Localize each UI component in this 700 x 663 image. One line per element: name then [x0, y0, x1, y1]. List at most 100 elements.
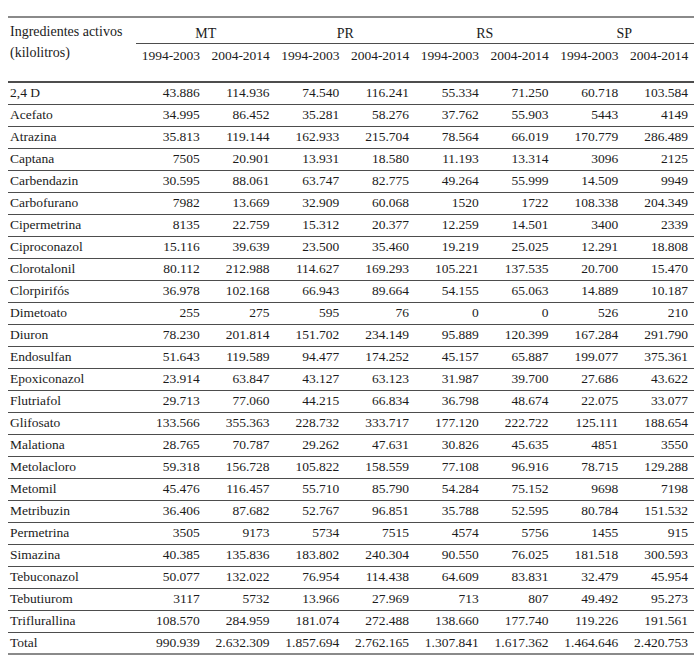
value-cell: 36.978 — [136, 280, 206, 302]
value-cell: 3400 — [555, 214, 625, 236]
value-cell: 37.762 — [415, 104, 485, 126]
value-cell: 14.889 — [555, 280, 625, 302]
value-cell: 215.704 — [345, 126, 415, 148]
value-cell: 13.669 — [206, 192, 276, 214]
value-cell: 63.747 — [276, 170, 346, 192]
ingredient-label: Ciproconazol — [8, 236, 136, 258]
value-cell: 49.264 — [415, 170, 485, 192]
value-cell: 120.399 — [485, 324, 555, 346]
value-cell: 35.788 — [415, 500, 485, 522]
value-cell: 291.790 — [624, 324, 694, 346]
value-cell: 80.784 — [555, 500, 625, 522]
value-cell: 49.492 — [555, 588, 625, 610]
column-period-rs-1994-2003: 1994-2003 — [415, 44, 485, 83]
value-cell: 284.959 — [206, 610, 276, 632]
table-row: Metribuzin36.40687.68252.76796.85135.788… — [8, 500, 694, 522]
value-cell: 5756 — [485, 522, 555, 544]
value-cell: 2125 — [624, 148, 694, 170]
value-cell: 0 — [415, 302, 485, 324]
value-cell: 119.226 — [555, 610, 625, 632]
value-cell: 96.916 — [485, 456, 555, 478]
value-cell: 234.149 — [345, 324, 415, 346]
value-cell: 14.509 — [555, 170, 625, 192]
value-cell: 85.790 — [345, 478, 415, 500]
ingredient-label: Carbofurano — [8, 192, 136, 214]
value-cell: 76.025 — [485, 544, 555, 566]
value-cell: 35.281 — [276, 104, 346, 126]
table-row: Carbendazin30.59588.06163.74782.77549.26… — [8, 170, 694, 192]
table-row: Diuron78.230201.814151.702234.14995.8891… — [8, 324, 694, 346]
value-cell: 201.814 — [206, 324, 276, 346]
value-cell: 204.349 — [624, 192, 694, 214]
value-cell: 228.732 — [276, 412, 346, 434]
value-cell: 275 — [206, 302, 276, 324]
row-header-line2: (kilolitros) — [10, 42, 136, 63]
table-row: Permetrina350591735734751545745756145591… — [8, 522, 694, 544]
table-row: Simazina40.385135.836183.802240.30490.55… — [8, 544, 694, 566]
value-cell: 807 — [485, 588, 555, 610]
value-cell: 8135 — [136, 214, 206, 236]
table-row: Clorotalonil80.112212.988114.627169.2931… — [8, 258, 694, 280]
value-cell: 169.293 — [345, 258, 415, 280]
value-cell: 55.334 — [415, 82, 485, 104]
value-cell: 71.250 — [485, 82, 555, 104]
table-body: 2,4 D43.886114.93674.540116.24155.33471.… — [8, 82, 694, 654]
value-cell: 129.288 — [624, 456, 694, 478]
ingredient-label: Epoxiconazol — [8, 368, 136, 390]
value-cell: 70.787 — [206, 434, 276, 456]
value-cell: 105.822 — [276, 456, 346, 478]
value-cell: 65.887 — [485, 346, 555, 368]
column-group-rs: RS — [415, 17, 555, 44]
value-cell: 9698 — [555, 478, 625, 500]
value-cell: 3550 — [624, 434, 694, 456]
value-cell: 114.627 — [276, 258, 346, 280]
column-period-mt-1994-2003: 1994-2003 — [136, 44, 206, 83]
value-cell: 39.700 — [485, 368, 555, 390]
value-cell: 125.111 — [555, 412, 625, 434]
value-cell: 45.157 — [415, 346, 485, 368]
value-cell: 19.219 — [415, 236, 485, 258]
value-cell: 35.813 — [136, 126, 206, 148]
value-cell: 210 — [624, 302, 694, 324]
column-period-pr-2004-2014: 2004-2014 — [345, 44, 415, 83]
header-group-row: Ingredientes activos (kilolitros) MTPRRS… — [8, 17, 694, 44]
value-cell: 3117 — [136, 588, 206, 610]
value-cell: 20.901 — [206, 148, 276, 170]
value-cell: 78.715 — [555, 456, 625, 478]
total-value-cell: 2.420.753 — [624, 632, 694, 654]
row-header-line1: Ingredientes activos — [10, 21, 136, 42]
value-cell: 300.593 — [624, 544, 694, 566]
value-cell: 183.802 — [276, 544, 346, 566]
ingredient-label: Atrazina — [8, 126, 136, 148]
value-cell: 31.987 — [415, 368, 485, 390]
value-cell: 66.943 — [276, 280, 346, 302]
ingredient-label: Permetrina — [8, 522, 136, 544]
table-row: Metomil45.476116.45755.71085.79054.28475… — [8, 478, 694, 500]
value-cell: 96.851 — [345, 500, 415, 522]
column-group-sp: SP — [555, 17, 695, 44]
column-period-pr-1994-2003: 1994-2003 — [276, 44, 346, 83]
value-cell: 35.460 — [345, 236, 415, 258]
ingredient-label: Triflurallina — [8, 610, 136, 632]
value-cell: 108.570 — [136, 610, 206, 632]
value-cell: 27.969 — [345, 588, 415, 610]
value-cell: 32.909 — [276, 192, 346, 214]
value-cell: 54.284 — [415, 478, 485, 500]
value-cell: 52.595 — [485, 500, 555, 522]
table-row: Malationa28.76570.78729.26247.63130.8264… — [8, 434, 694, 456]
ingredient-label: Malationa — [8, 434, 136, 456]
table-header: Ingredientes activos (kilolitros) MTPRRS… — [8, 17, 694, 82]
value-cell: 102.168 — [206, 280, 276, 302]
value-cell: 43.127 — [276, 368, 346, 390]
total-value-cell: 1.617.362 — [485, 632, 555, 654]
value-cell: 34.995 — [136, 104, 206, 126]
value-cell: 75.152 — [485, 478, 555, 500]
ingredient-label: Diuron — [8, 324, 136, 346]
value-cell: 33.077 — [624, 390, 694, 412]
value-cell: 95.273 — [624, 588, 694, 610]
value-cell: 45.635 — [485, 434, 555, 456]
value-cell: 3505 — [136, 522, 206, 544]
value-cell: 1722 — [485, 192, 555, 214]
value-cell: 63.123 — [345, 368, 415, 390]
value-cell: 77.060 — [206, 390, 276, 412]
